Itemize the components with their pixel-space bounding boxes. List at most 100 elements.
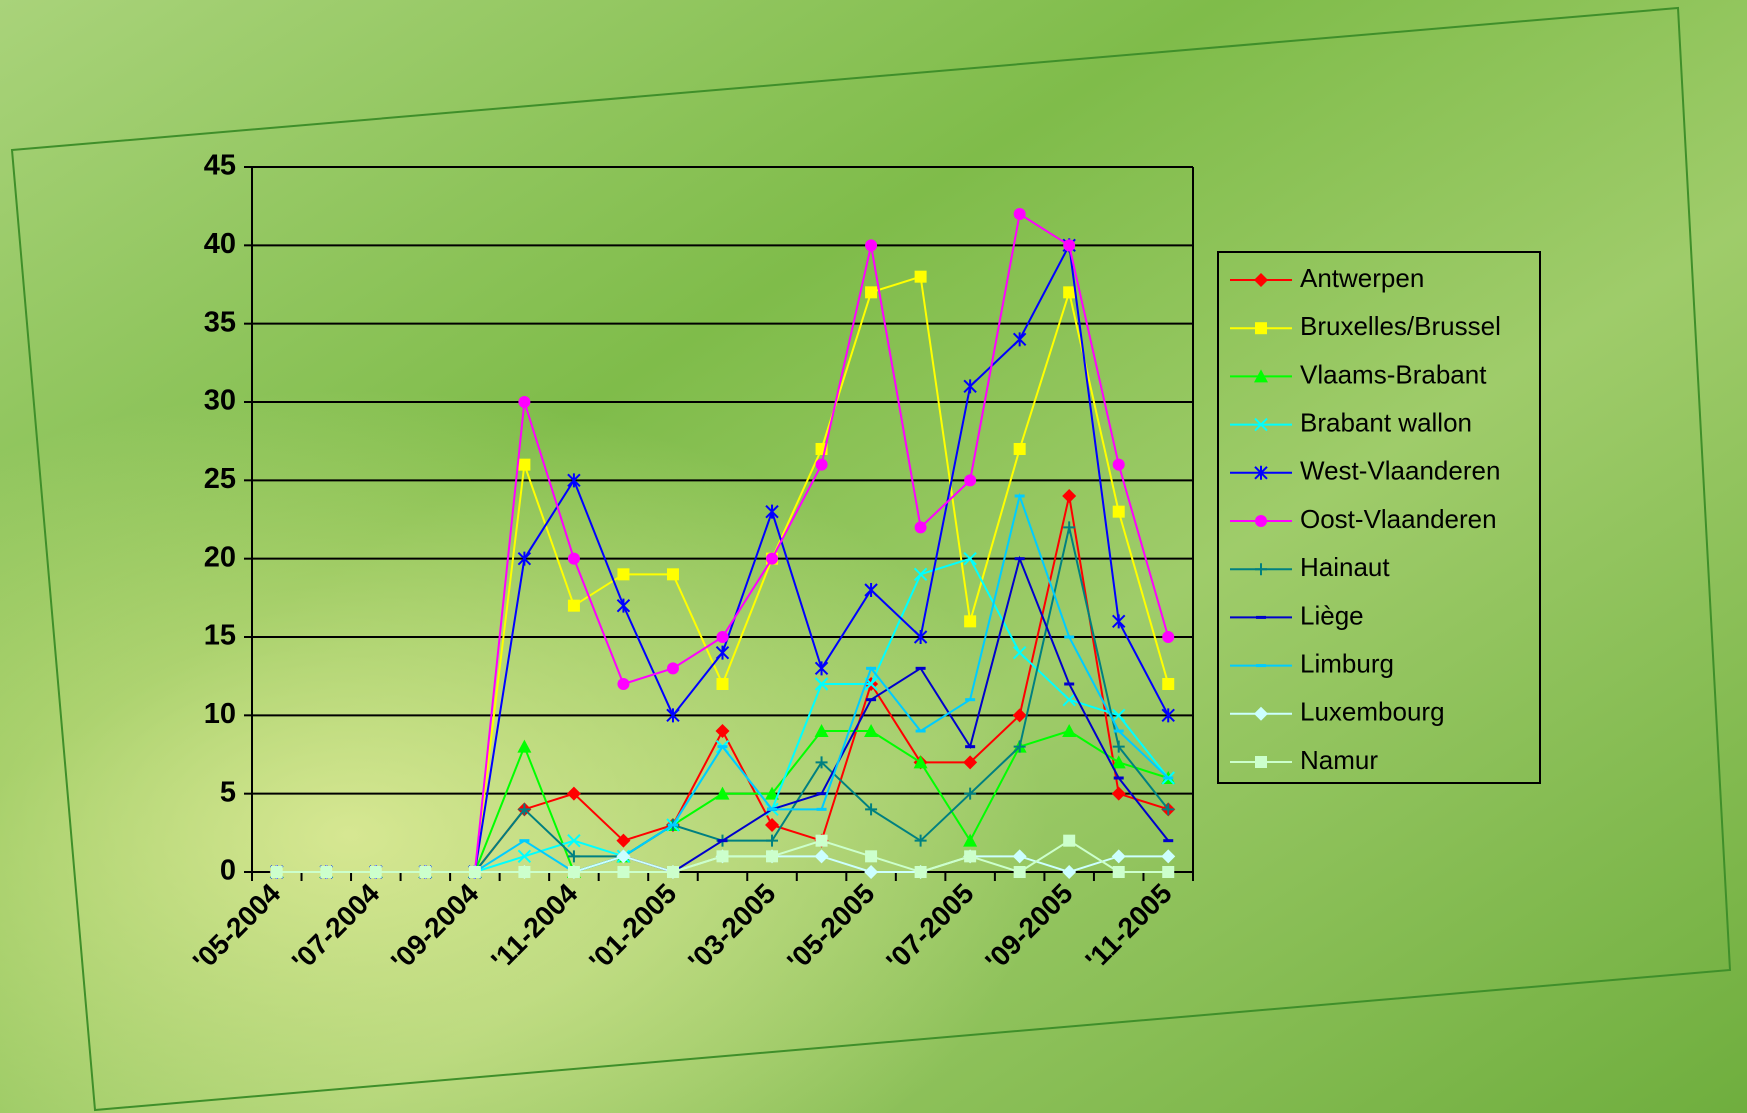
data-point <box>866 698 877 702</box>
data-point <box>816 807 827 811</box>
data-point <box>814 724 829 737</box>
legend-marker <box>1255 563 1267 576</box>
data-point <box>519 839 530 843</box>
legend-label: Oost-Vlaanderen <box>1300 504 1497 534</box>
data-point <box>915 729 926 733</box>
data-point <box>1163 839 1174 843</box>
data-point <box>616 598 631 613</box>
data-point <box>1162 803 1175 816</box>
data-point <box>270 866 283 878</box>
data-point <box>1063 834 1076 847</box>
data-point <box>617 678 630 690</box>
data-point <box>419 866 432 878</box>
data-point <box>1062 865 1077 879</box>
data-point <box>1013 443 1026 455</box>
data-point <box>1162 866 1175 878</box>
data-point <box>816 792 827 796</box>
data-point <box>1113 776 1124 780</box>
legend-label: Liège <box>1300 600 1364 630</box>
data-point <box>765 818 780 832</box>
data-point <box>518 803 531 816</box>
legend-marker <box>1255 322 1267 335</box>
legend-label: Namur <box>1300 745 1378 775</box>
data-point <box>914 834 927 847</box>
data-point <box>866 666 877 670</box>
legend-marker <box>1254 369 1268 383</box>
data-point <box>567 599 580 612</box>
data-point <box>765 786 780 800</box>
data-point <box>1112 866 1125 878</box>
data-point <box>518 396 531 408</box>
data-point <box>864 865 879 879</box>
frame <box>10 6 1732 1112</box>
data-point <box>517 551 532 566</box>
data-point <box>717 839 728 843</box>
data-point <box>1012 708 1027 723</box>
data-point <box>915 666 926 670</box>
legend-label: Vlaams-Brabant <box>1300 359 1487 389</box>
data-point <box>667 823 678 827</box>
data-point <box>666 568 679 581</box>
data-point <box>1012 849 1027 864</box>
y-tick-label: 15 <box>204 620 236 652</box>
data-point <box>320 866 333 878</box>
data-point <box>1014 557 1025 561</box>
data-point <box>766 850 779 863</box>
y-tick-label: 35 <box>204 306 236 338</box>
data-point <box>716 631 729 643</box>
data-point <box>1161 708 1175 723</box>
data-point <box>815 834 828 847</box>
legend-label: Antwerpen <box>1300 263 1424 293</box>
data-point <box>1112 614 1126 629</box>
data-point <box>666 866 679 878</box>
data-point <box>865 286 878 299</box>
y-tick-label: 10 <box>204 698 236 730</box>
data-point <box>1111 755 1126 769</box>
data-point <box>1063 239 1076 252</box>
data-point <box>1113 729 1124 733</box>
data-point <box>964 850 977 863</box>
data-point <box>963 551 977 566</box>
legend-label: Hainaut <box>1300 552 1390 582</box>
data-point <box>518 458 531 471</box>
legend-label: Brabant wallon <box>1300 407 1472 437</box>
data-point <box>1063 521 1076 534</box>
data-point <box>1162 631 1175 643</box>
legend-marker <box>1254 465 1268 480</box>
legend-label: Limburg <box>1300 648 1394 678</box>
data-point <box>765 504 779 519</box>
data-point <box>963 833 978 847</box>
data-point <box>815 756 828 769</box>
data-point <box>1111 849 1126 864</box>
y-tick-label: 30 <box>204 385 236 417</box>
data-point <box>1112 740 1125 753</box>
data-point <box>1013 740 1026 753</box>
data-point <box>865 239 878 252</box>
legend-marker <box>1255 756 1267 768</box>
data-point <box>965 745 976 749</box>
legend-marker <box>1256 664 1266 668</box>
data-point <box>616 849 631 864</box>
legend-marker <box>1256 615 1266 619</box>
legend-label: West-Vlaanderen <box>1300 456 1500 486</box>
data-point <box>914 521 927 534</box>
data-point <box>1112 458 1125 471</box>
data-point <box>1111 786 1126 801</box>
data-point <box>567 833 581 848</box>
data-point <box>1112 505 1125 518</box>
data-point <box>1012 332 1027 347</box>
data-point <box>1063 286 1076 299</box>
data-point <box>1064 682 1075 686</box>
data-point <box>964 615 977 628</box>
data-point <box>567 552 580 565</box>
data-point <box>517 739 532 753</box>
data-point <box>1064 635 1075 639</box>
data-point <box>1014 494 1025 498</box>
data-point <box>766 834 779 847</box>
data-point <box>1012 645 1027 660</box>
y-tick-label: 20 <box>204 541 236 573</box>
data-point <box>814 661 829 676</box>
